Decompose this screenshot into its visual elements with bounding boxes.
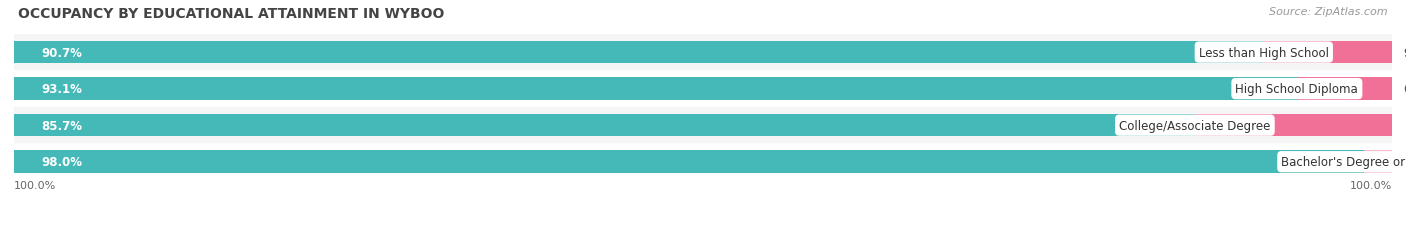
Text: 100.0%: 100.0%	[14, 180, 56, 190]
FancyBboxPatch shape	[14, 71, 1392, 107]
Text: 2.0%: 2.0%	[1403, 155, 1406, 168]
Text: High School Diploma: High School Diploma	[1236, 83, 1358, 96]
Text: 85.7%: 85.7%	[42, 119, 83, 132]
Text: 14.4%: 14.4%	[1405, 119, 1406, 132]
Bar	[1364, 151, 1392, 173]
FancyBboxPatch shape	[14, 144, 1392, 180]
Text: OCCUPANCY BY EDUCATIONAL ATTAINMENT IN WYBOO: OCCUPANCY BY EDUCATIONAL ATTAINMENT IN W…	[18, 7, 444, 21]
Text: 6.9%: 6.9%	[1403, 83, 1406, 96]
Text: Source: ZipAtlas.com: Source: ZipAtlas.com	[1270, 7, 1388, 17]
Bar	[1264, 42, 1392, 64]
Text: Less than High School: Less than High School	[1199, 46, 1329, 59]
Bar	[1296, 78, 1392, 100]
Bar	[14, 78, 1296, 100]
Text: 90.7%: 90.7%	[42, 46, 83, 59]
Bar	[14, 151, 1364, 173]
Text: College/Associate Degree: College/Associate Degree	[1119, 119, 1271, 132]
Text: 93.1%: 93.1%	[42, 83, 83, 96]
Text: 98.0%: 98.0%	[42, 155, 83, 168]
Text: 9.3%: 9.3%	[1403, 46, 1406, 59]
FancyBboxPatch shape	[14, 35, 1392, 71]
Bar	[14, 114, 1195, 137]
Text: Bachelor's Degree or higher: Bachelor's Degree or higher	[1281, 155, 1406, 168]
Bar	[1195, 114, 1393, 137]
Bar	[14, 42, 1264, 64]
FancyBboxPatch shape	[14, 107, 1392, 144]
Text: 100.0%: 100.0%	[1350, 180, 1392, 190]
